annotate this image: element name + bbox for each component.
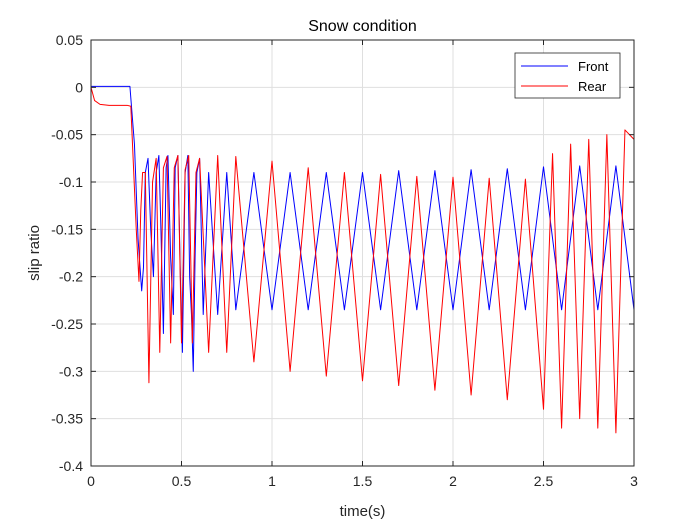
y-tick-labels: 0.05 0 -0.05 -0.1 -0.15 -0.2 -0.25 -0.3 -0.35 -0.… <box>51 32 83 474</box>
x-tick-label: 0 <box>87 473 95 489</box>
x-tick-label: 0.5 <box>172 473 192 489</box>
y-tick-label: 0.05 <box>56 32 83 48</box>
y-tick-label: -0.4 <box>59 458 83 474</box>
x-axis-label: time(s) <box>340 503 386 520</box>
y-tick-label: -0.35 <box>51 411 83 427</box>
x-tick-label: 3 <box>630 473 638 489</box>
x-tick-label: 1.5 <box>353 473 373 489</box>
x-tick-labels: 0 0.5 1 1.5 2 2.5 3 <box>87 473 638 489</box>
legend: Front Rear <box>514 52 621 99</box>
y-tick-label: -0.15 <box>51 221 83 237</box>
y-tick-label: -0.1 <box>59 174 83 190</box>
y-axis-label: slip ratio <box>26 225 43 281</box>
series-layer <box>91 85 634 434</box>
y-tick-label: -0.2 <box>59 269 83 285</box>
x-tick-label: 1 <box>268 473 276 489</box>
legend-label-rear: Rear <box>578 79 607 94</box>
legend-box <box>514 52 621 99</box>
x-tick-label: 2.5 <box>534 473 554 489</box>
y-tick-label: 0 <box>75 79 83 95</box>
y-tick-label: -0.3 <box>59 363 83 379</box>
chart-title: Snow condition <box>308 18 417 35</box>
series-line-rear <box>91 87 634 434</box>
y-tick-label: -0.25 <box>51 316 83 332</box>
x-tick-label: 2 <box>449 473 457 489</box>
y-tick-label: -0.05 <box>51 127 83 143</box>
axis-ticks <box>90 39 635 467</box>
legend-label-front: Front <box>578 59 609 74</box>
